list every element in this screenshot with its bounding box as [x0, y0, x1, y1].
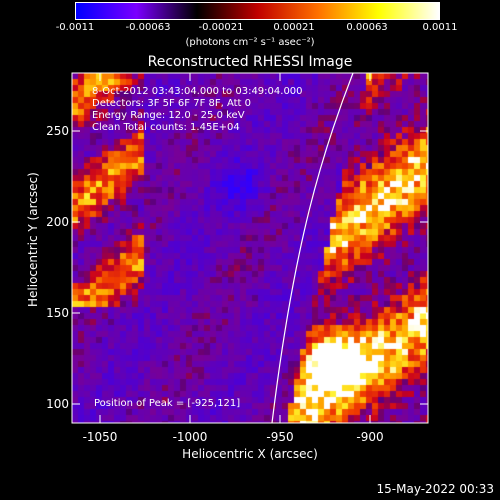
info-line: Energy Range: 12.0 - 25.0 keV [92, 110, 245, 121]
tick-marks [72, 73, 428, 423]
colorbar-tick: 0.00063 [346, 22, 388, 33]
info-line: Detectors: 3F 5F 6F 7F 8F, Att 0 [92, 98, 252, 109]
footer-date: 15-May-2022 00:33 [376, 482, 494, 496]
colorbar [75, 2, 440, 20]
y-tick-label: 250 [46, 124, 69, 138]
colorbar-tick: -0.0011 [55, 22, 95, 33]
colorbar-tick: 0.0011 [422, 22, 458, 33]
image-canvas [72, 73, 428, 423]
y-tick-label: 150 [46, 306, 69, 320]
colorbar-tick: -0.00021 [198, 22, 244, 33]
colorbar-tick: -0.00063 [125, 22, 171, 33]
info-line: Clean Total counts: 1.45E+04 [92, 122, 240, 133]
limb-overlay [271, 73, 354, 423]
x-axis-label: Heliocentric X (arcsec) [182, 447, 318, 461]
x-tick-label: -950 [266, 430, 294, 444]
solar-limb-curve [271, 73, 354, 423]
x-tick-label: -900 [356, 430, 384, 444]
rhessi-image: 8-Oct-2012 03:43:04.000 to 03:49:04.000 … [72, 73, 428, 423]
y-axis-label: Heliocentric Y (arcsec) [26, 172, 40, 307]
y-tick-label: 200 [46, 215, 69, 229]
x-tick-label: -1050 [82, 430, 118, 444]
peak-position: Position of Peak = [-925,121] [94, 398, 241, 409]
plot-title: Reconstructed RHESSI Image [147, 54, 353, 70]
info-line: 8-Oct-2012 03:43:04.000 to 03:49:04.000 [92, 86, 303, 97]
x-tick-label: -1000 [172, 430, 208, 444]
plot-border [71, 72, 429, 424]
colorbar-unit: (photons cm⁻² s⁻¹ asec⁻²) [185, 37, 315, 48]
y-tick-label: 100 [46, 397, 69, 411]
colorbar-tick: 0.00021 [273, 22, 315, 33]
